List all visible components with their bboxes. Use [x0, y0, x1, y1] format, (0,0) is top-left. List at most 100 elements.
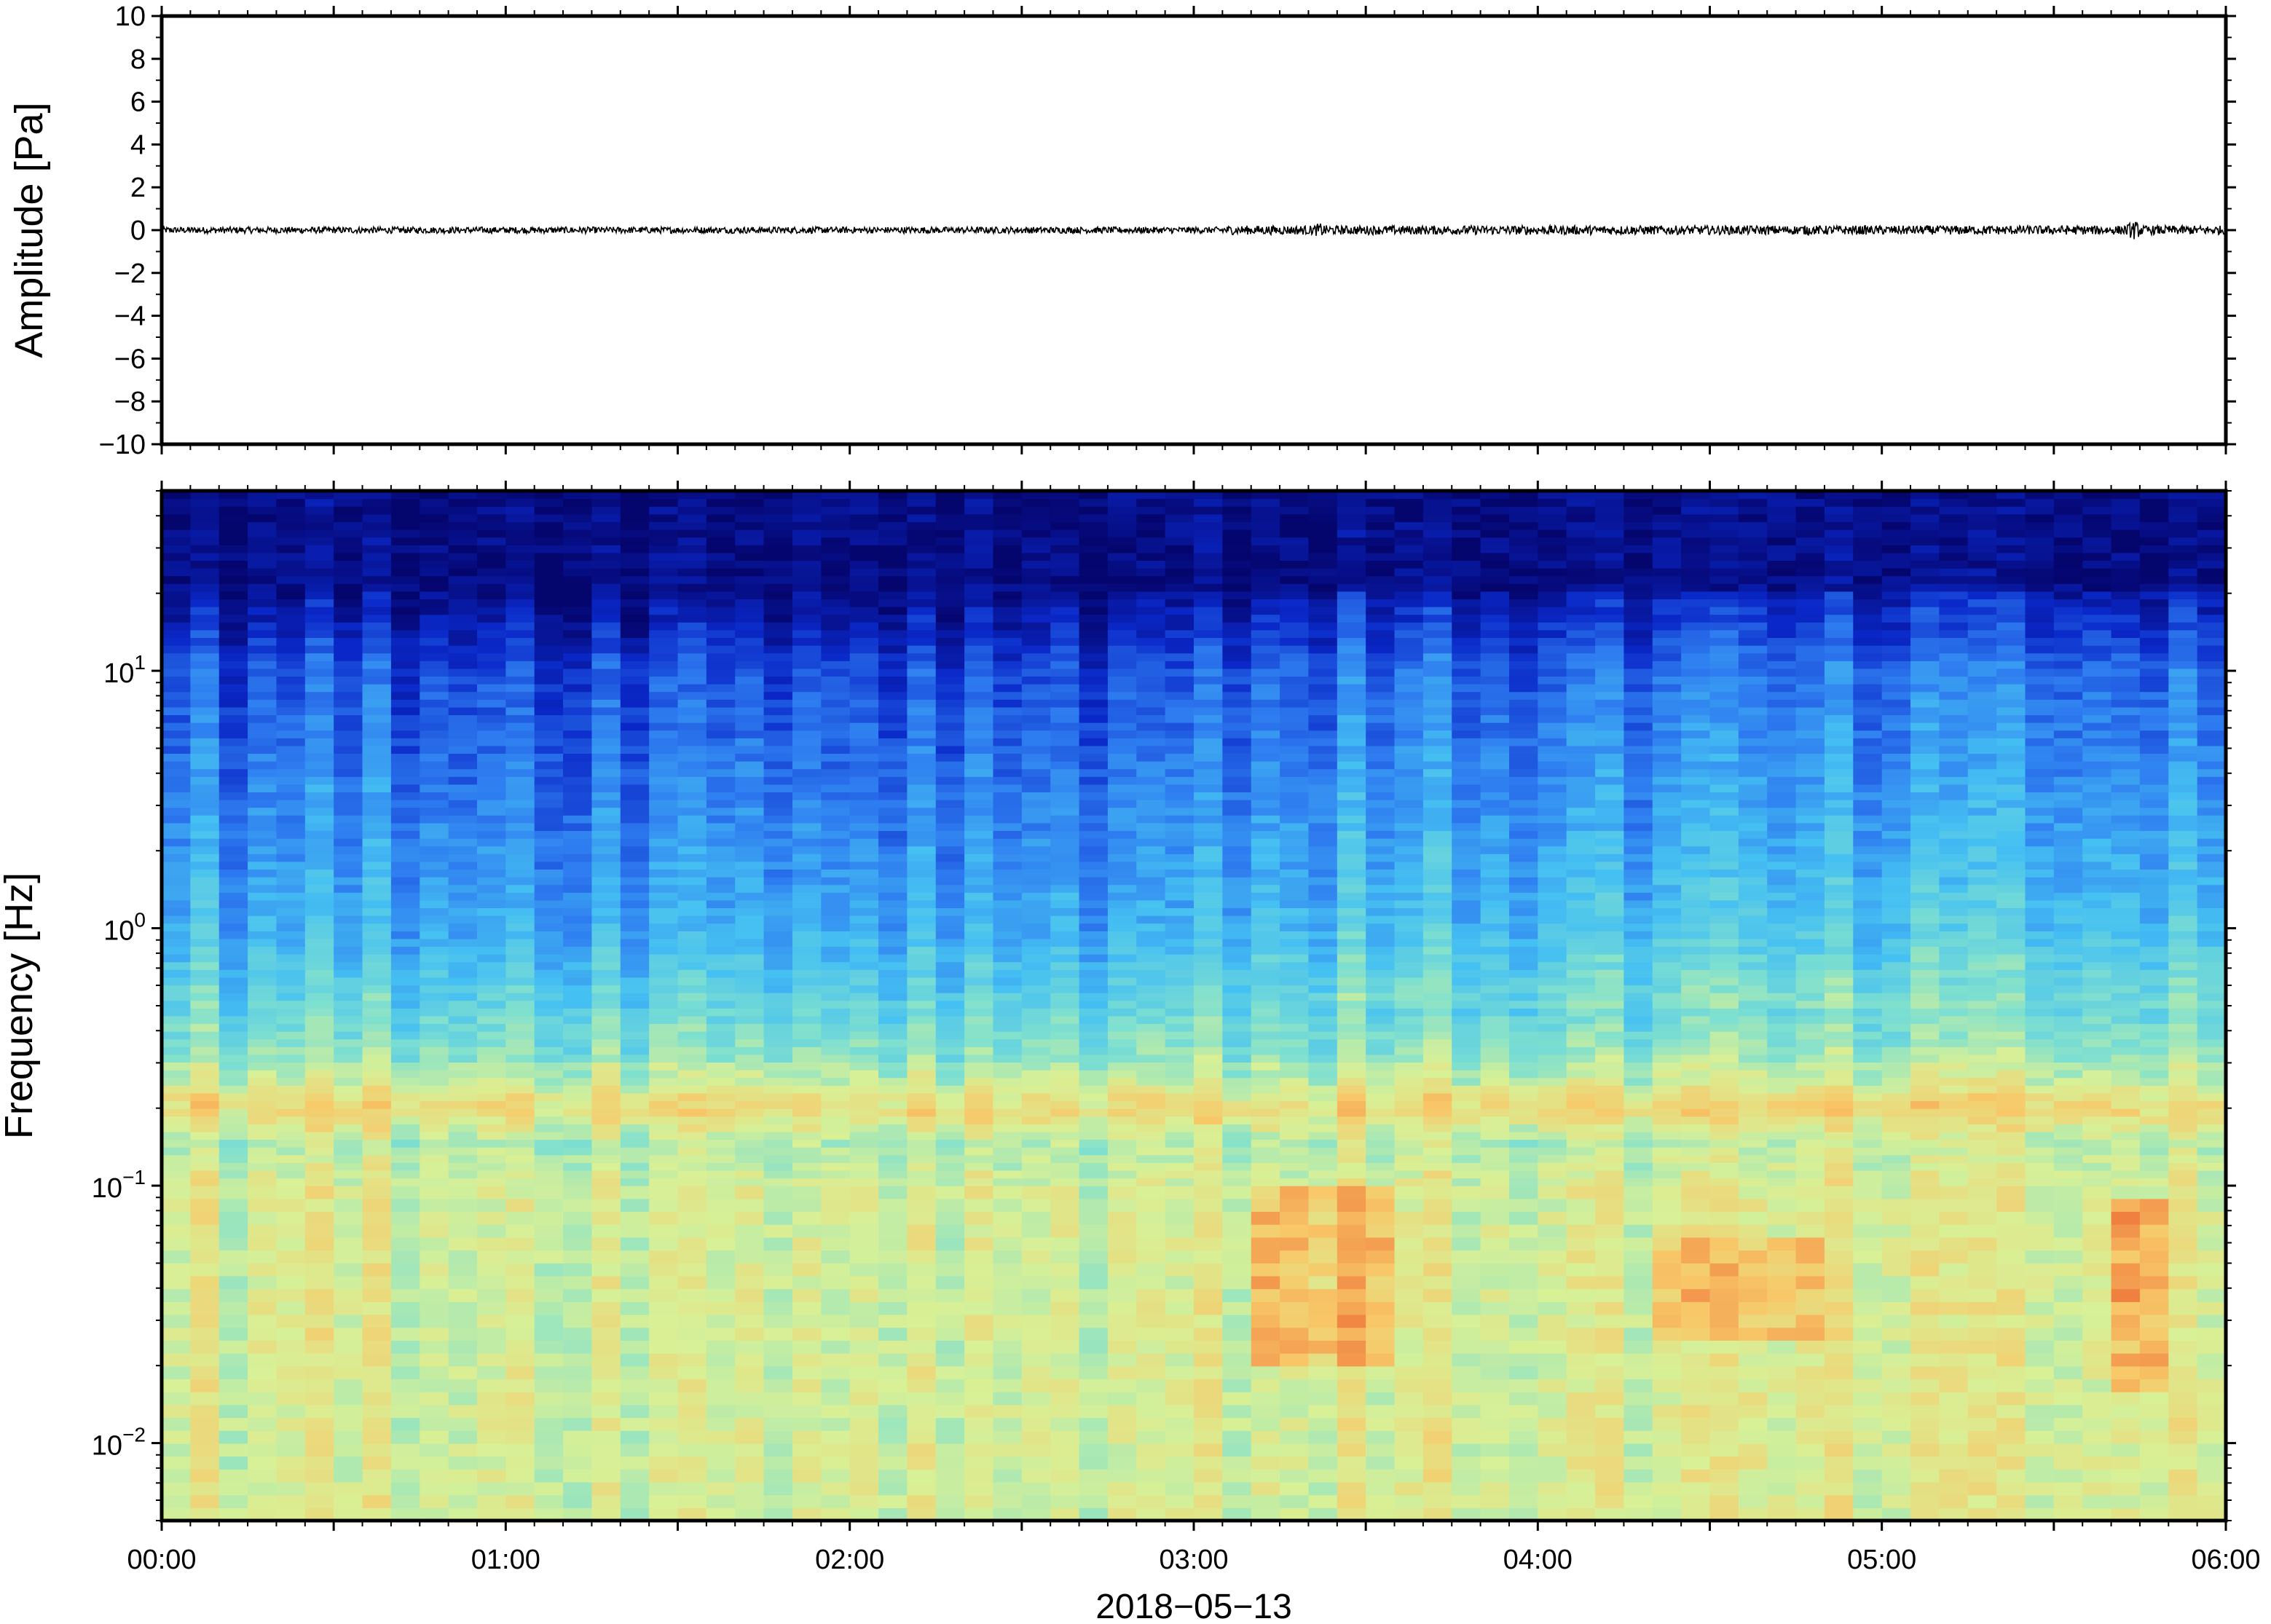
- spectrogram-cell: [162, 1186, 191, 1199]
- spectrogram-cell: [162, 1365, 191, 1380]
- spectrogram-cell: [907, 1038, 937, 1047]
- spectrogram-cell: [763, 1131, 793, 1140]
- spectrogram-cell: [190, 1417, 220, 1431]
- spectrogram-cell: [563, 993, 593, 1001]
- spectrogram-cell: [1939, 1070, 1969, 1079]
- spectrogram-cell: [534, 961, 564, 970]
- spectrogram-cell: [1366, 915, 1396, 924]
- spectrogram-cell: [563, 1481, 593, 1496]
- spectrogram-cell: [390, 1008, 420, 1017]
- spectrogram-cell: [993, 1365, 1023, 1380]
- spectrogram-cell: [706, 1147, 736, 1156]
- spectrogram-cell: [1452, 1062, 1481, 1071]
- spectrogram-cell: [2197, 993, 2227, 1001]
- spectrogram-cell: [1194, 1340, 1223, 1354]
- spectrogram-cell: [219, 1108, 248, 1117]
- spectrogram-cell: [2082, 892, 2112, 901]
- spectrogram-cell: [1824, 1211, 1854, 1225]
- spectrogram-cell: [304, 1340, 334, 1354]
- spectrogram-cell: [649, 1340, 679, 1354]
- spectrogram-cell: [1939, 961, 1969, 970]
- spectrogram-cell: [1538, 1070, 1567, 1079]
- spectrogram-cell: [1652, 1392, 1682, 1406]
- spectrogram-cell: [1079, 1186, 1109, 1199]
- spectrogram-cell: [2025, 961, 2055, 970]
- spectrogram-cell: [334, 1154, 363, 1163]
- spectrogram-cell: [1910, 1481, 1940, 1496]
- spectrogram-cell: [1480, 1430, 1510, 1444]
- spectrogram-cell: [1480, 1154, 1510, 1163]
- spectrogram-cell: [1910, 1327, 1940, 1341]
- spectrogram-cell: [1824, 1170, 1854, 1179]
- spectrogram-cell: [248, 1224, 278, 1238]
- spectrogram-cell: [1824, 969, 1854, 978]
- spectrogram-cell: [2168, 1046, 2198, 1055]
- spectrogram-cell: [276, 1288, 306, 1302]
- spectrogram-cell: [362, 1162, 392, 1171]
- spectrogram-cell: [1853, 884, 1883, 893]
- spectrogram-cell: [1795, 1178, 1825, 1186]
- spectrogram-cell: [563, 1077, 593, 1086]
- spectrogram-cell: [448, 1124, 478, 1132]
- spectrogram-cell: [420, 1023, 449, 1032]
- spectrogram-cell: [1222, 1100, 1252, 1109]
- spectrogram-cell: [1337, 1046, 1366, 1055]
- spectrogram-cell: [849, 1365, 879, 1380]
- spectrogram-cell: [1222, 1031, 1252, 1040]
- spectrogram-cell: [1824, 1000, 1854, 1009]
- spectrogram-cell: [334, 1046, 363, 1055]
- spectrogram-cell: [2025, 1481, 2055, 1496]
- spectrogram-cell: [1795, 1139, 1825, 1148]
- spectrogram-cell: [1910, 1154, 1940, 1163]
- spectrogram-cell: [420, 1186, 449, 1199]
- spectrogram-cell: [1422, 969, 1452, 978]
- spectrogram-cell: [735, 892, 765, 901]
- spectrogram-cell: [219, 946, 248, 955]
- spectrogram-cell: [1795, 1031, 1825, 1040]
- spectrogram-cell: [591, 931, 621, 939]
- spectrogram-cell: [219, 1417, 248, 1431]
- spectrogram-cell: [2082, 1301, 2112, 1315]
- spectrogram-cell: [706, 1170, 736, 1179]
- spectrogram-cell: [2025, 1494, 2055, 1508]
- spectrogram-cell: [1767, 954, 1797, 963]
- spectrogram-cell: [476, 923, 506, 931]
- spectrogram-cell: [2025, 1314, 2055, 1328]
- spectrogram-cell: [1508, 977, 1538, 986]
- spectrogram-cell: [1308, 1301, 1338, 1315]
- spectrogram-cell: [190, 1224, 220, 1238]
- spectrogram-cell: [1738, 961, 1768, 970]
- spectrogram-cell: [1795, 1301, 1825, 1315]
- spectrogram-cell: [792, 1186, 822, 1199]
- spectrogram-cell: [563, 1038, 593, 1047]
- spectrogram-cell: [1853, 1288, 1883, 1302]
- spectrogram-cell: [2111, 1178, 2141, 1186]
- spectrogram-cell: [2025, 1031, 2055, 1040]
- spectrogram-cell: [1881, 1275, 1911, 1290]
- spectrogram-cell: [448, 1062, 478, 1071]
- spectrogram-cell: [2053, 907, 2083, 916]
- spectrogram-cell: [2053, 1198, 2083, 1213]
- spectrogram-cell: [190, 1124, 220, 1132]
- spectrogram-cell: [219, 1170, 248, 1179]
- spectrogram-cell: [677, 1077, 707, 1086]
- spectrogram-cell: [1881, 1481, 1911, 1496]
- spectrogram-cell: [1795, 1085, 1825, 1094]
- spectrogram-cell: [1939, 1038, 1969, 1047]
- spectrogram-cell: [448, 1162, 478, 1171]
- spectrogram-cell: [1767, 1198, 1797, 1213]
- spectrogram-cell: [1480, 1162, 1510, 1171]
- spectrogram-cell: [993, 1116, 1023, 1124]
- spectrogram-cell: [763, 1178, 793, 1186]
- spectrogram-cell: [2139, 1139, 2169, 1148]
- spectrogram-cell: [1366, 1353, 1396, 1367]
- spectrogram-cell: [1194, 1353, 1223, 1367]
- spectrogram-cell: [1824, 1392, 1854, 1406]
- spectrogram-cell: [1538, 1314, 1567, 1328]
- spectrogram-cell: [935, 1139, 965, 1148]
- spectrogram-cell: [735, 877, 765, 886]
- spectrogram-cell: [878, 892, 908, 901]
- spectrogram-cell: [1853, 946, 1883, 955]
- spectrogram-cell: [2025, 899, 2055, 909]
- spectrogram-cell: [448, 1430, 478, 1444]
